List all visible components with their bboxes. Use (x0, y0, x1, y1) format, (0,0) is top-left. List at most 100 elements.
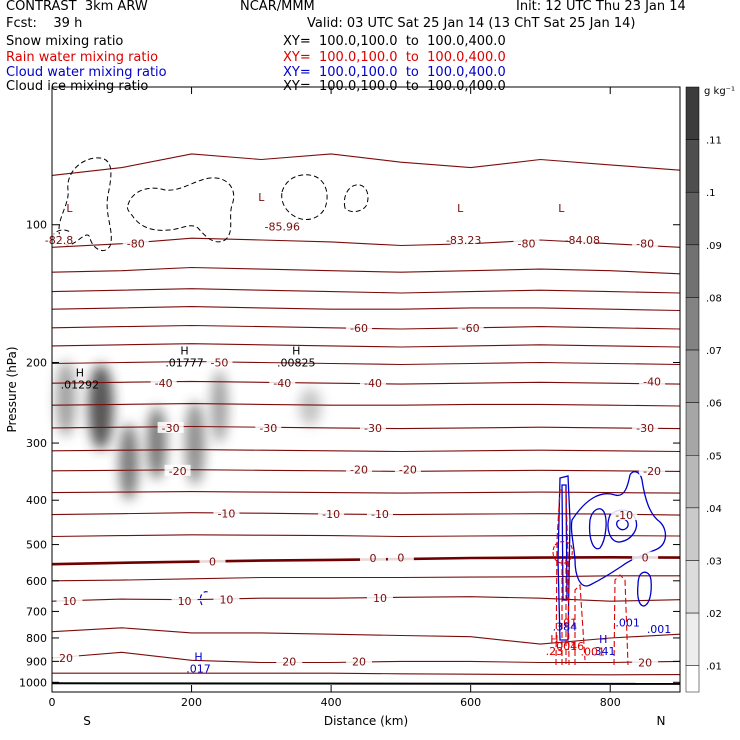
isotherm-label-bg (450, 234, 477, 246)
isotherm-label-bg (213, 507, 240, 519)
isotherm-label-bg (269, 220, 296, 232)
isotherm-label: -20 (643, 465, 661, 478)
max-mark: H (550, 633, 558, 646)
colorbar-tick-label: .02 (706, 609, 722, 620)
isotherm-label-bg (171, 595, 198, 607)
isotherm-label: 10 (219, 594, 233, 607)
isotherm-label: 10 (373, 592, 387, 605)
isotherm-label: -40 (643, 375, 661, 388)
max-mark: H (180, 344, 188, 357)
max-value: .341 (591, 645, 616, 658)
ice-contour (58, 157, 112, 251)
plot-frame (51, 86, 681, 693)
isotherm-label: 0 (642, 552, 649, 565)
cloud-water-contour (557, 475, 571, 641)
ice-contour (343, 184, 369, 213)
y-tick-label: 900 (26, 655, 47, 668)
colorbar-swatch (685, 560, 700, 614)
isotherm-label: -80 (518, 238, 536, 251)
colorbar-swatch (685, 244, 700, 298)
isotherm-label: 0 (397, 552, 404, 565)
colorbar-swatch (685, 191, 700, 246)
rain-contour (555, 489, 570, 666)
direction-south: S (83, 714, 91, 728)
colorbar-units: g kg⁻¹ (704, 86, 735, 97)
isotherm-label: -85.96 (265, 221, 300, 234)
isotherm-label-bg (318, 508, 345, 520)
field-rain-xy: XY= 100.0,100.0 to 100.0,400.0 (283, 50, 506, 65)
colorbar-swatch (685, 139, 700, 193)
isotherm-label-bg (359, 552, 386, 564)
isotherm-14 (51, 512, 681, 516)
isotherm-label-bg (611, 509, 638, 521)
colorbar-tick-label: .09 (706, 241, 722, 252)
isotherm-label-bg (346, 655, 373, 667)
isotherm-label: -40 (364, 377, 382, 390)
colorbar-tick-label: .01 (706, 662, 722, 673)
isotherm-18 (51, 596, 681, 602)
field-snow-xy: XY= 100.0,100.0 to 100.0,400.0 (283, 34, 506, 49)
isotherm-label-bg (45, 234, 72, 246)
x-tick-label: 800 (600, 696, 621, 709)
isotherm-label-bg (569, 234, 596, 246)
colorbar-tick-label: .03 (706, 556, 722, 567)
isotherm-label: -10 (371, 508, 389, 521)
contour-value: .01 (560, 616, 578, 629)
isotherm-label-bg (255, 421, 282, 433)
colorbar-swatch (685, 455, 700, 509)
ice-contour (281, 174, 328, 221)
isotherm-label: -60 (350, 322, 368, 335)
isotherm-label-bg (632, 656, 659, 668)
snow-blob (146, 406, 167, 480)
snow-blob (211, 370, 228, 444)
colorbar-tick-label: .04 (706, 504, 722, 515)
contour-value: .001 (647, 623, 672, 636)
isotherm-label-bg (199, 555, 226, 567)
isotherm-label-bg (366, 592, 393, 604)
isotherm-19 (51, 627, 681, 645)
isotherm-label-bg (206, 356, 233, 368)
isotherm-0 (51, 153, 681, 176)
isotherm-21 (52, 672, 681, 676)
y-tick-label: 500 (26, 539, 47, 552)
y-tick-label: 800 (26, 632, 47, 645)
isotherm-label: -30 (636, 422, 654, 435)
isotherm-label: 20 (638, 656, 652, 669)
cloud-water-contour (588, 508, 607, 550)
isotherm-17 (51, 575, 680, 582)
colorbar-tick-label: .06 (706, 399, 722, 410)
ice-contour (127, 177, 235, 243)
max-mark: H (599, 633, 607, 646)
snow-blob (88, 364, 114, 450)
max-value: .00825 (277, 356, 316, 369)
isotherm-label: -10 (322, 508, 340, 521)
colorbar-tick-label: .1 (706, 188, 716, 199)
isotherm-label-bg (213, 593, 240, 605)
isotherm-label-bg (394, 463, 421, 475)
low-mark: L (66, 202, 73, 215)
x-tick-label: 0 (49, 696, 56, 709)
y-tick-label: 600 (26, 575, 47, 588)
colorbar-swatch (685, 86, 700, 140)
ground-line (51, 682, 681, 685)
isotherm-label-bg (56, 595, 83, 607)
isotherm-2 (51, 266, 681, 275)
cloud-water-contour (570, 471, 667, 587)
max-value: .017 (186, 663, 211, 676)
max-mark: H (194, 651, 202, 664)
colorbar-tick-label: .07 (706, 346, 722, 357)
isotherm-label-bg (639, 375, 666, 387)
isotherm-label: -83.23 (446, 234, 481, 247)
x-tick-label: 600 (460, 696, 481, 709)
isotherm-11 (51, 449, 681, 453)
isotherm-label: -60 (462, 322, 480, 335)
forecast-hour: Fcst: 39 h (6, 16, 83, 31)
direction-north: N (657, 714, 666, 728)
y-tick-label: 700 (26, 605, 47, 618)
contour-value: .001 (553, 640, 578, 653)
hydrometeor-contours (51, 157, 667, 666)
colorbar-tick-label: .08 (706, 293, 722, 304)
isotherm-label: 10 (62, 595, 76, 608)
isotherm-label-bg (359, 421, 386, 433)
